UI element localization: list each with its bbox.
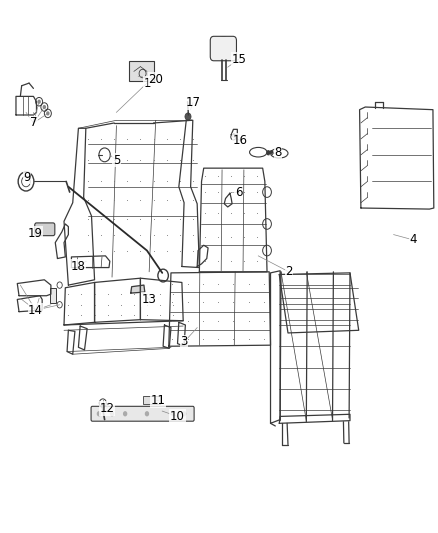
Text: 8: 8	[274, 146, 282, 159]
Circle shape	[46, 111, 49, 116]
Text: 13: 13	[142, 293, 156, 306]
Text: 12: 12	[99, 402, 114, 415]
FancyBboxPatch shape	[210, 36, 237, 61]
Circle shape	[123, 411, 127, 416]
Text: 1: 1	[143, 77, 151, 90]
Text: 7: 7	[30, 117, 37, 130]
Text: 19: 19	[27, 227, 42, 240]
FancyBboxPatch shape	[91, 406, 194, 421]
Text: 10: 10	[170, 410, 185, 423]
Text: 14: 14	[28, 304, 43, 317]
Text: 3: 3	[180, 335, 188, 349]
Circle shape	[182, 411, 186, 416]
Circle shape	[185, 113, 191, 120]
FancyBboxPatch shape	[35, 223, 55, 236]
FancyBboxPatch shape	[130, 61, 153, 82]
Circle shape	[171, 411, 175, 416]
Text: 11: 11	[150, 394, 166, 407]
Circle shape	[145, 411, 149, 416]
Text: 18: 18	[71, 260, 86, 273]
FancyBboxPatch shape	[49, 288, 56, 303]
Circle shape	[266, 150, 271, 156]
Text: 4: 4	[410, 233, 417, 246]
Text: 2: 2	[285, 265, 293, 278]
Circle shape	[110, 411, 114, 416]
Polygon shape	[131, 285, 145, 293]
Circle shape	[37, 100, 41, 104]
Circle shape	[42, 105, 46, 109]
Text: 20: 20	[148, 73, 163, 86]
Text: 6: 6	[235, 185, 242, 199]
FancyBboxPatch shape	[143, 395, 160, 403]
Circle shape	[97, 411, 101, 416]
Text: 5: 5	[113, 154, 120, 167]
Text: 16: 16	[233, 134, 247, 147]
Text: 9: 9	[23, 171, 31, 184]
Text: 15: 15	[231, 53, 246, 66]
Text: 17: 17	[185, 96, 200, 109]
Circle shape	[269, 150, 274, 156]
